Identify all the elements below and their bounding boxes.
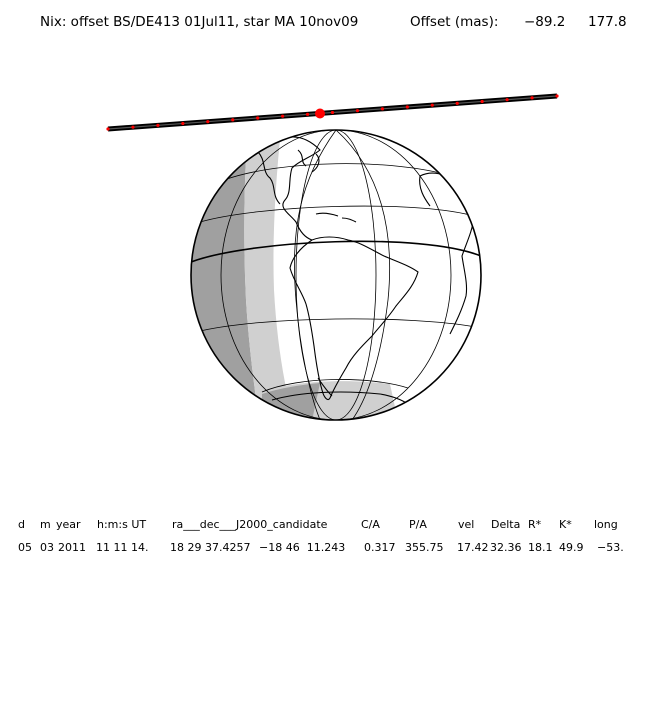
col-delta: Delta <box>491 518 521 531</box>
col-radec: ra___dec___J2000_candidate <box>172 518 328 531</box>
val-day: 05 <box>18 541 32 554</box>
track-time-dot <box>380 107 384 111</box>
offset-x-value: −89.2 <box>524 14 566 30</box>
val-dec: −18 46 11.243 <box>259 541 346 554</box>
col-time: h:m:s UT <box>97 518 147 531</box>
track-time-dot <box>555 94 559 98</box>
col-kstar: K* <box>559 518 572 531</box>
offset-y-value: 177.8 <box>588 14 627 30</box>
twilight-shading <box>244 130 296 420</box>
val-delta: 32.36 <box>490 541 522 554</box>
val-month: 03 <box>40 541 54 554</box>
track-time-dot <box>480 99 484 104</box>
track-time-dot <box>181 121 185 126</box>
track-time-dot <box>330 110 335 115</box>
event-table-row: 05 03 2011 11 11 14. 18 29 37.4257 −18 4… <box>0 541 645 555</box>
track-time-dot <box>530 96 534 100</box>
track-time-dot <box>355 109 360 113</box>
offset-label: Offset (mas): <box>410 14 499 30</box>
track-time-dot <box>231 118 235 122</box>
col-rstar: R* <box>528 518 542 531</box>
track-time-dot <box>455 101 459 105</box>
track-time-dot <box>405 105 409 109</box>
plot-title-bar: Nix: offset BS/DE413 01Jul11, star MA 10… <box>0 14 645 34</box>
col-pa: P/A <box>409 518 427 531</box>
col-ca: C/A <box>361 518 380 531</box>
val-year: 2011 <box>58 541 86 554</box>
event-table-header: d m year h:m:s UT ra___dec___J2000_candi… <box>0 518 645 532</box>
col-month: m <box>40 518 51 531</box>
track-time-dot <box>206 120 210 124</box>
occultation-shadow-track <box>106 93 559 132</box>
val-long: −53. <box>597 541 624 554</box>
plot-title: Nix: offset BS/DE413 01Jul11, star MA 10… <box>40 14 359 30</box>
occultation-map <box>106 93 559 421</box>
val-ca: 0.317 <box>364 541 396 554</box>
globe-limb <box>190 129 482 421</box>
globe-svg <box>106 93 559 421</box>
track-time-dot <box>106 127 110 131</box>
closest-approach-marker <box>315 108 325 119</box>
val-rstar: 18.1 <box>528 541 553 554</box>
val-kstar: 49.9 <box>559 541 584 554</box>
col-vel: vel <box>458 518 475 531</box>
graticule <box>195 130 477 420</box>
col-long: long <box>594 518 618 531</box>
col-day: d <box>18 518 25 531</box>
val-vel: 17.42 <box>457 541 489 554</box>
track-time-dot <box>131 125 135 129</box>
track-time-markers <box>106 94 559 131</box>
earth-globe <box>191 130 481 420</box>
track-time-dot <box>281 114 285 118</box>
track-time-dot <box>505 98 509 102</box>
track-time-dot <box>305 112 310 116</box>
val-ra: 18 29 37.4257 <box>170 541 251 554</box>
track-time-dot <box>156 123 160 127</box>
track-time-dot <box>430 103 434 107</box>
val-time: 11 11 14. <box>96 541 149 554</box>
equator-line <box>191 240 481 263</box>
track-time-dot <box>256 116 260 120</box>
col-year: year <box>56 518 81 531</box>
val-pa: 355.75 <box>405 541 444 554</box>
